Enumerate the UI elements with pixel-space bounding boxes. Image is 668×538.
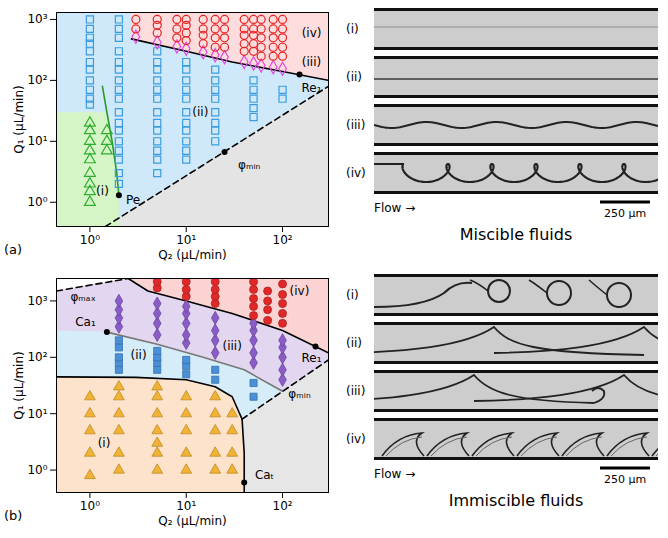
svg-text:(iv): (iv) xyxy=(290,284,310,298)
svg-text:10¹: 10¹ xyxy=(27,407,47,421)
svg-text:Immiscible fluids: Immiscible fluids xyxy=(449,491,584,510)
svg-text:(i): (i) xyxy=(346,288,359,302)
svg-text:(iii): (iii) xyxy=(302,55,321,69)
svg-text:10²: 10² xyxy=(272,499,292,513)
svg-text:250 μm: 250 μm xyxy=(604,207,646,220)
svg-text:Flow →: Flow → xyxy=(374,467,415,481)
svg-text:10⁰: 10⁰ xyxy=(27,195,47,209)
svg-text:(ii): (ii) xyxy=(131,348,147,362)
svg-text:(iii): (iii) xyxy=(346,118,365,132)
svg-text:(iv): (iv) xyxy=(302,26,322,40)
svg-text:Pe: Pe xyxy=(126,193,140,207)
svg-text:10⁰: 10⁰ xyxy=(27,463,47,477)
svg-text:10²: 10² xyxy=(27,350,47,364)
svg-text:Miscible fluids: Miscible fluids xyxy=(460,225,573,244)
svg-text:(iii): (iii) xyxy=(222,339,241,353)
svg-text:(i): (i) xyxy=(346,22,359,36)
svg-text:Q₂ (μL/min): Q₂ (μL/min) xyxy=(158,248,226,262)
svg-text:10¹: 10¹ xyxy=(27,134,47,148)
svg-text:Ca₁: Ca₁ xyxy=(75,315,96,329)
svg-text:10⁰: 10⁰ xyxy=(80,233,100,247)
svg-text:(iv): (iv) xyxy=(346,432,366,446)
svg-text:φₘᵢₙ: φₘᵢₙ xyxy=(288,387,311,401)
svg-text:(i): (i) xyxy=(96,184,109,198)
svg-text:Flow →: Flow → xyxy=(374,201,415,215)
svg-text:Q₁ (μL/min): Q₁ (μL/min) xyxy=(12,85,26,153)
svg-text:Caₜ: Caₜ xyxy=(255,468,274,482)
svg-text:10²: 10² xyxy=(27,73,47,87)
html-text:(b): (b) xyxy=(4,508,23,523)
svg-text:Q₂ (μL/min): Q₂ (μL/min) xyxy=(158,514,226,528)
svg-text:(ii): (ii) xyxy=(192,105,208,119)
svg-text:10¹: 10¹ xyxy=(176,233,196,247)
svg-text:(iv): (iv) xyxy=(346,166,366,180)
svg-text:250 μm: 250 μm xyxy=(604,473,646,486)
svg-text:(i): (i) xyxy=(98,436,111,450)
svg-text:Q₁ (μL/min): Q₁ (μL/min) xyxy=(12,351,26,419)
svg-text:Re₁: Re₁ xyxy=(302,81,322,95)
svg-text:(ii): (ii) xyxy=(346,336,362,350)
svg-text:10³: 10³ xyxy=(27,12,47,26)
svg-text:φₘᵢₙ: φₘᵢₙ xyxy=(238,158,261,172)
html-text:(a): (a) xyxy=(4,242,23,257)
svg-text:10³: 10³ xyxy=(27,294,47,308)
svg-text:10¹: 10¹ xyxy=(176,499,196,513)
svg-text:(iii): (iii) xyxy=(346,384,365,398)
svg-text:Re₁: Re₁ xyxy=(302,351,322,365)
svg-text:(ii): (ii) xyxy=(346,70,362,84)
svg-text:10⁰: 10⁰ xyxy=(80,499,100,513)
svg-text:10²: 10² xyxy=(272,233,292,247)
svg-text:φₘₐₓ: φₘₐₓ xyxy=(70,290,95,304)
